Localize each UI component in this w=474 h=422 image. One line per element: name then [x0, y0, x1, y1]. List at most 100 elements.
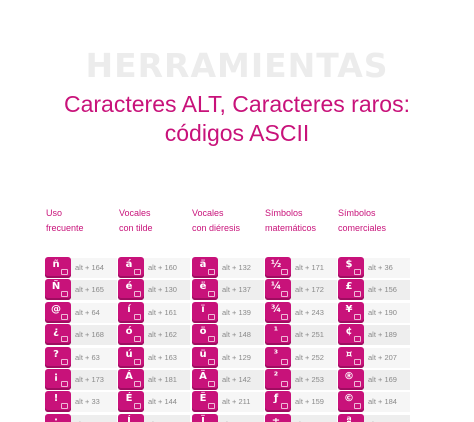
- char-glyph: ³: [273, 348, 279, 360]
- alt-code: alt + 211: [222, 397, 251, 407]
- char-key: ½: [265, 257, 291, 278]
- char-cell-uso-frecuente: ¿ alt + 168: [45, 324, 117, 346]
- char-key: ¼: [265, 279, 291, 301]
- copy-icon: [134, 336, 141, 343]
- char-key: ï: [192, 301, 218, 323]
- char-glyph: Ä: [199, 370, 207, 382]
- column-headers: Uso frecuente Vocales con tilde Vocales …: [0, 206, 474, 246]
- char-key: ü: [192, 346, 218, 368]
- char-glyph: $: [345, 259, 353, 270]
- copy-icon: [354, 358, 361, 365]
- copy-icon: [208, 291, 215, 298]
- column-header-line: matemáticos: [265, 223, 317, 233]
- copy-icon: [354, 336, 361, 343]
- alt-code: alt + 159: [295, 397, 324, 407]
- char-glyph: ñ: [52, 259, 60, 270]
- alt-code: alt + 163: [148, 352, 177, 362]
- copy-icon: [281, 269, 288, 275]
- char-glyph: ¤: [345, 348, 353, 360]
- char-cell-vocales-tilde: ú alt + 163: [118, 346, 190, 368]
- char-cell-simbolos-comerciales: ¤ alt + 207: [338, 346, 410, 368]
- copy-icon: [208, 269, 215, 275]
- table-row: @ alt + 64 í alt + 161 ï alt + 139 ¾ alt + 243 ¥…: [45, 301, 411, 324]
- table-row: ? alt + 63 ú alt + 163 ü alt + 129 ³ alt + 252 ¤…: [45, 346, 411, 369]
- alt-code: alt + 144: [148, 397, 177, 407]
- char-key: ƒ: [265, 391, 291, 413]
- char-glyph: É: [125, 393, 133, 405]
- alt-code: alt + 172: [295, 285, 324, 295]
- char-glyph: !: [53, 393, 59, 405]
- alt-code: alt + 241: [295, 420, 324, 422]
- char-glyph: ¢: [345, 326, 353, 338]
- cell-background: [338, 414, 410, 422]
- char-glyph: Ñ: [51, 281, 61, 293]
- char-glyph: @: [51, 303, 61, 315]
- column-header-line: Vocales: [192, 208, 224, 218]
- char-key: é: [118, 279, 144, 301]
- char-cell-simbolos-comerciales: ª alt + 166: [338, 413, 410, 422]
- char-key: ú: [118, 346, 144, 368]
- copy-icon: [354, 291, 361, 298]
- char-glyph: :: [54, 415, 58, 422]
- char-cell-vocales-tilde: á alt + 160: [118, 257, 190, 278]
- copy-icon: [61, 380, 68, 387]
- char-key: ¾: [265, 301, 291, 323]
- char-key: Í: [118, 413, 144, 422]
- copy-icon: [134, 313, 141, 320]
- section-watermark: HERRAMIENTAS: [85, 46, 389, 85]
- alt-code: alt + 162: [148, 330, 177, 340]
- copy-icon: [208, 336, 215, 343]
- copy-icon: [354, 380, 361, 387]
- char-cell-vocales-tilde: í alt + 161: [118, 301, 190, 323]
- copy-icon: [61, 291, 68, 298]
- copy-icon: [134, 358, 141, 365]
- char-key: ²: [265, 368, 291, 390]
- column-header-line: con diéresis: [192, 223, 241, 233]
- char-glyph: ©: [344, 393, 354, 405]
- column-header-line: Vocales: [119, 208, 151, 218]
- char-key: É: [118, 391, 144, 413]
- char-glyph: ±: [271, 415, 281, 422]
- copy-icon: [134, 269, 141, 275]
- copy-icon: [61, 269, 68, 275]
- char-cell-uso-frecuente: : alt + 58: [45, 413, 117, 422]
- char-glyph: é: [125, 281, 133, 293]
- char-key: ¤: [338, 346, 364, 368]
- char-glyph: ¿: [53, 326, 59, 338]
- copy-icon: [354, 403, 361, 410]
- char-key: $: [338, 257, 364, 278]
- char-key: ¹: [265, 324, 291, 346]
- alt-code: alt + 214: [148, 420, 177, 422]
- copy-icon: [281, 403, 288, 410]
- alt-code: alt + 130: [148, 285, 177, 295]
- char-cell-uso-frecuente: ! alt + 33: [45, 391, 117, 413]
- char-glyph: ¼: [270, 281, 282, 293]
- page-title-line-1: Caracteres ALT, Caracteres raros:: [64, 91, 410, 117]
- char-glyph: ª: [346, 415, 352, 422]
- column-header-line: comerciales: [338, 223, 387, 233]
- alt-code: alt + 129: [222, 352, 251, 362]
- char-glyph: ½: [270, 259, 282, 270]
- column-header-line: Símbolos: [338, 208, 376, 218]
- char-key: ¡: [45, 368, 71, 390]
- cell-background: [192, 414, 264, 422]
- alt-code: alt + 165: [75, 285, 104, 295]
- char-key: ª: [338, 413, 364, 422]
- char-cell-simbolos-comerciales: ® alt + 169: [338, 368, 410, 390]
- column-header-line: con tilde: [119, 223, 153, 233]
- char-cell-simbolos-matematicos: ³ alt + 252: [265, 346, 337, 368]
- copy-icon: [208, 403, 215, 410]
- char-cell-vocales-tilde: é alt + 130: [118, 279, 190, 301]
- alt-code: alt + 63: [75, 352, 100, 362]
- char-key: ©: [338, 391, 364, 413]
- cell-background: [265, 414, 337, 422]
- copy-icon: [281, 291, 288, 298]
- char-key: ³: [265, 346, 291, 368]
- char-cell-simbolos-comerciales: ¥ alt + 190: [338, 301, 410, 323]
- char-key: ¿: [45, 324, 71, 346]
